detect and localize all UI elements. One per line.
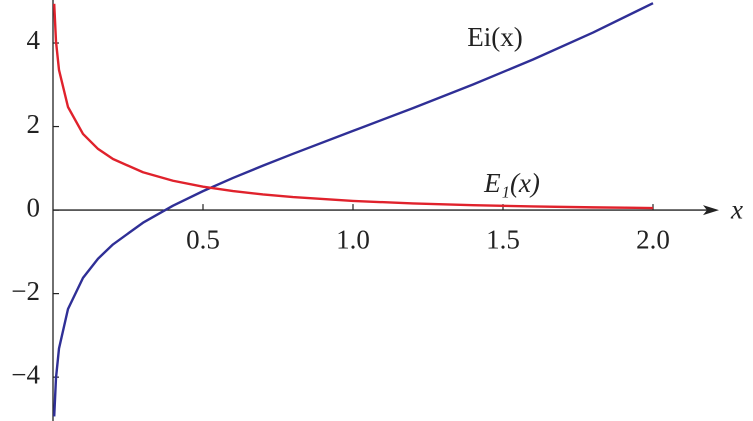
series-label: E₁(x) bbox=[483, 168, 540, 198]
x-axis-label: x bbox=[730, 194, 743, 224]
series-label: Ei(x) bbox=[467, 22, 522, 52]
y-tick-label: −2 bbox=[11, 276, 40, 306]
x-tick-label: 0.5 bbox=[186, 224, 220, 254]
x-tick-label: 1.5 bbox=[486, 224, 520, 254]
y-tick-label: −4 bbox=[11, 359, 40, 389]
x-tick-label: 1.0 bbox=[336, 224, 370, 254]
y-tick-label: 2 bbox=[27, 109, 41, 139]
y-tick-label: 4 bbox=[27, 25, 41, 55]
y-tick-label: 0 bbox=[27, 192, 41, 222]
x-axis-arrow bbox=[703, 205, 719, 216]
series-line bbox=[53, 3, 654, 210]
series-line bbox=[53, 2, 654, 417]
x-tick-label: 2.0 bbox=[636, 224, 670, 254]
